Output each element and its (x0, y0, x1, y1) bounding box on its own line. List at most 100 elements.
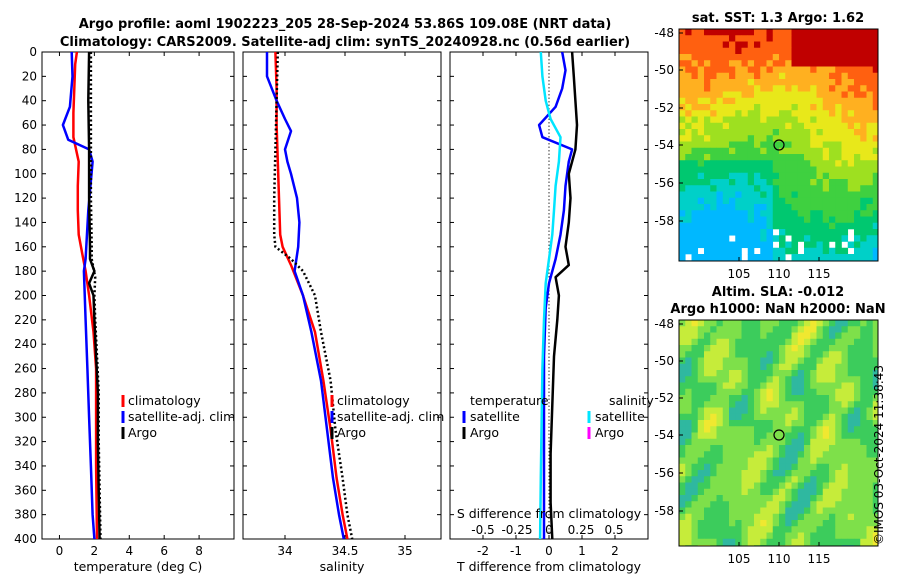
sla-cell (841, 357, 849, 365)
sla-cell (847, 426, 855, 433)
sla-cell (860, 451, 867, 458)
sla-cell (747, 470, 755, 477)
sst-cell (822, 185, 830, 192)
sla-cell (679, 351, 686, 358)
sla-cell (810, 388, 817, 396)
sla-cell (835, 438, 842, 446)
sla-cell (791, 395, 799, 402)
sst-cell (797, 172, 805, 180)
sst-cell (741, 104, 749, 111)
sst-cell (804, 197, 811, 205)
sla-cell (841, 382, 849, 390)
sla-cell (822, 476, 830, 483)
sst-cell (697, 91, 705, 99)
sst-cell (691, 54, 699, 61)
sst-cell (704, 104, 711, 111)
sst-cell (835, 141, 842, 149)
sla-cell (704, 320, 711, 327)
sla-cell (710, 407, 717, 415)
sst-cell (729, 35, 736, 42)
sst-cell (747, 204, 755, 211)
sla-cell (741, 507, 749, 515)
sla-cell (872, 438, 879, 446)
sst-cell (710, 72, 717, 80)
sla-cell (704, 420, 711, 427)
sla-cell (729, 488, 736, 496)
sla-cell (860, 320, 867, 327)
sst-cell (729, 129, 736, 136)
sla-cell (791, 451, 799, 458)
sla-cell (685, 476, 692, 483)
sla-cell (772, 495, 780, 502)
sst-cell (735, 72, 742, 80)
sst-cell (697, 41, 705, 49)
sst-cell (679, 116, 686, 124)
sla-cell (685, 320, 692, 327)
sst-cell (729, 147, 736, 155)
sst-cell (785, 247, 792, 255)
sst-cell (829, 66, 836, 74)
sla-cell (691, 407, 699, 415)
sst-cell (710, 54, 717, 61)
sla-cell (704, 463, 711, 471)
sla-cell (754, 401, 761, 408)
sla-cell (779, 370, 786, 377)
sst-cell (741, 47, 749, 55)
sla-cell (847, 482, 855, 490)
sla-cell (860, 495, 867, 502)
sla-cell (791, 420, 799, 427)
sla-cell (779, 407, 786, 415)
sla-cell (841, 338, 849, 346)
sst-cell (854, 179, 861, 186)
sla-cell (710, 432, 717, 440)
sst-cell (697, 191, 705, 199)
sla-cell (822, 495, 830, 502)
sla-cell (710, 370, 717, 377)
sst-cell (822, 54, 830, 61)
sla-cell (791, 495, 799, 502)
sla-cell (729, 370, 736, 377)
sla-cell (722, 401, 730, 408)
sla-cell (829, 451, 836, 458)
sst-cell (754, 241, 761, 249)
sla-cell (810, 332, 817, 340)
sst-cell (716, 185, 724, 192)
sla-cell (685, 463, 692, 471)
sst-cell (685, 110, 692, 117)
sst-cell (729, 179, 736, 186)
sst-cell (691, 235, 699, 242)
sla-cell (835, 413, 842, 421)
sla-cell (829, 401, 836, 408)
sst-cell (772, 204, 780, 211)
sla-cell (797, 445, 805, 452)
sla-cell (816, 482, 824, 490)
sst-cell (716, 179, 724, 186)
sla-cell (829, 338, 836, 346)
sla-cell (847, 488, 855, 496)
sst-cell (810, 129, 817, 136)
sst-cell (710, 166, 717, 174)
sla-cell (829, 351, 836, 358)
sla-cell (716, 320, 724, 327)
sst-cell (735, 185, 742, 192)
sla-cell (754, 438, 761, 446)
sst-cell (716, 122, 724, 130)
sla-cell (697, 432, 705, 440)
sst-cell (860, 229, 867, 236)
sst-cell (772, 129, 780, 136)
sst-cell (754, 154, 761, 161)
sst-cell (754, 147, 761, 155)
sst-cell (816, 191, 824, 199)
sst-cell (835, 91, 842, 99)
sla-cell (785, 363, 792, 371)
sla-cell (779, 526, 786, 533)
sst-cell (854, 91, 861, 99)
sst-cell (747, 97, 755, 105)
sst-cell (816, 116, 824, 124)
sla-cell (872, 420, 879, 427)
sla-cell (816, 501, 824, 508)
sst-cell (847, 179, 855, 186)
sla-cell (716, 495, 724, 502)
sla-cell (841, 395, 849, 402)
sst-cell (791, 154, 799, 161)
